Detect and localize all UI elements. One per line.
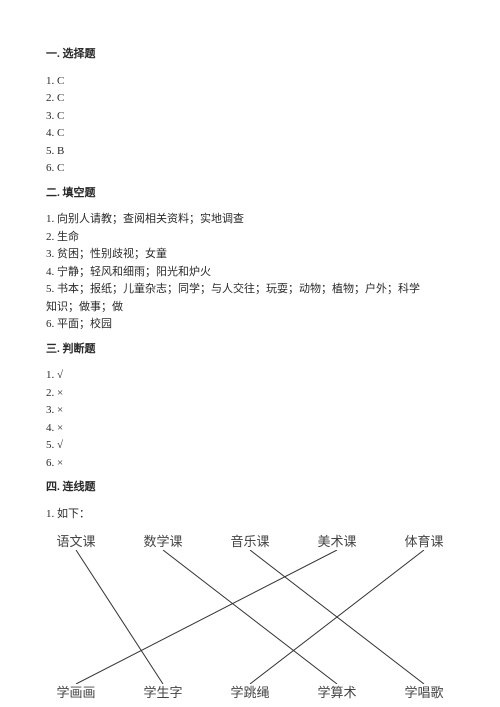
section-title-judge: 三. 判断题 [46,341,454,358]
match-intro: 1. 如下： [46,506,454,523]
choice-answer: 6. C [46,160,454,177]
choice-answer: 2. C [46,90,454,107]
choice-answer: 3. C [46,108,454,125]
fill-answer: 5. 书本；报纸；儿童杂志；同学；与人交往；玩耍；动物；植物；户外；科学 [46,281,454,298]
match-top-label: 美术课 [307,532,367,552]
matching-diagram: 语文课 数学课 音乐课 美术课 体育课 学画画 学生字 学跳绳 学算术 学唱歌 [46,532,454,702]
choice-answer: 5. B [46,143,454,160]
match-top-row: 语文课 数学课 音乐课 美术课 体育课 [46,532,454,552]
match-top-label: 语文课 [46,532,106,552]
fill-answer: 1. 向别人请教；查阅相关资料；实地调查 [46,211,454,228]
fill-answer: 2. 生命 [46,229,454,246]
match-bottom-label: 学画画 [46,683,106,703]
judge-answer: 6. × [46,455,454,472]
fill-answers: 1. 向别人请教；查阅相关资料；实地调查 2. 生命 3. 贫困；性别歧视；女童… [46,211,454,333]
judge-answer: 3. × [46,402,454,419]
judge-answer: 2. × [46,385,454,402]
match-bottom-label: 学跳绳 [220,683,280,703]
match-top-label: 数学课 [133,532,193,552]
judge-answer: 5. √ [46,437,454,454]
match-lines [46,550,454,684]
fill-answer: 3. 贫困；性别歧视；女童 [46,246,454,263]
fill-answer: 6. 平面；校园 [46,316,454,333]
match-bottom-label: 学唱歌 [394,683,454,703]
match-top-label: 体育课 [394,532,454,552]
choice-answer: 1. C [46,73,454,90]
choice-answer: 4. C [46,125,454,142]
match-bottom-row: 学画画 学生字 学跳绳 学算术 学唱歌 [46,683,454,703]
fill-answer: 4. 宁静；轻风和细雨；阳光和炉火 [46,264,454,281]
match-top-label: 音乐课 [220,532,280,552]
match-bottom-label: 学生字 [133,683,193,703]
choice-answers: 1. C 2. C 3. C 4. C 5. B 6. C [46,73,454,177]
judge-answers: 1. √ 2. × 3. × 4. × 5. √ 6. × [46,367,454,471]
judge-answer: 1. √ [46,367,454,384]
section-title-choice: 一. 选择题 [46,46,454,63]
match-bottom-label: 学算术 [307,683,367,703]
section-title-match: 四. 连线题 [46,479,454,496]
fill-answer: 知识；做事；做 [46,299,454,316]
judge-answer: 4. × [46,420,454,437]
section-title-fill: 二. 填空题 [46,185,454,202]
